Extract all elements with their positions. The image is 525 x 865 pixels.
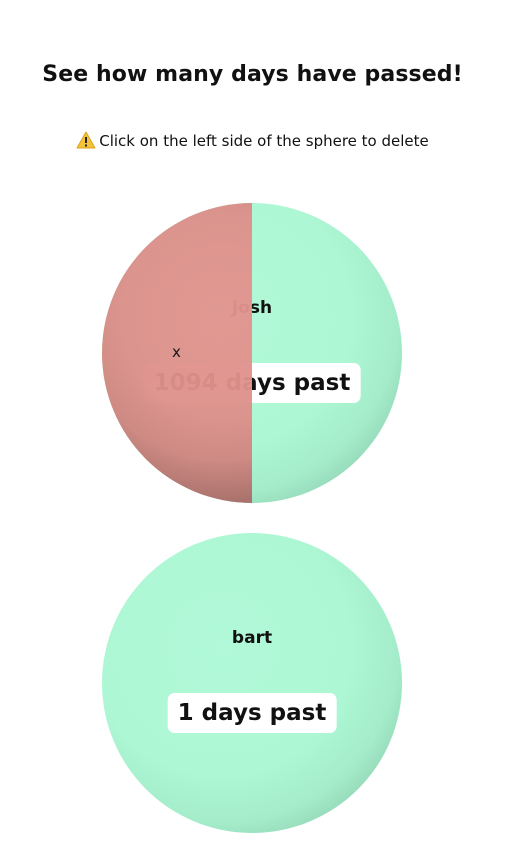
sphere-name: bart	[231, 628, 273, 648]
page-title: See how many days have passed!	[42, 62, 463, 87]
day-counter-sphere[interactable]: bart 1 days past	[102, 533, 402, 833]
warning-icon	[76, 131, 96, 149]
delete-hint: Click on the left side of the sphere to …	[0, 131, 505, 150]
delete-hint-text: Click on the left side of the sphere to …	[99, 132, 429, 150]
delete-x-label: x	[172, 343, 181, 361]
delete-sphere-button[interactable]: x	[102, 203, 252, 503]
days-passed-badge: 1 days past	[167, 693, 337, 733]
day-counter-sphere[interactable]: Josh 1094 days past x	[102, 203, 402, 503]
